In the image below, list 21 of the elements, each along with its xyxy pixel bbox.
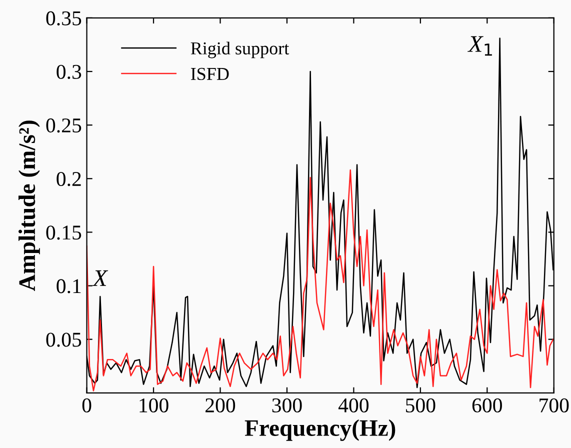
legend-label: Rigid support [190,42,290,58]
y-tick-label: 0.3 [56,64,82,80]
y-tick-label: 0.35 [46,11,82,26]
x-tick-label: 600 [472,398,502,412]
annotation: X$_{1}$ [468,36,492,56]
x-tick-label: 0 [82,398,92,412]
y-tick-label: 0.1 [56,279,81,294]
y-tick-label: 0.05 [46,332,82,347]
y-tick-label: 0.15 [46,226,82,240]
x-tick-label: 100 [140,398,168,412]
x-tick-label: 500 [406,398,436,412]
x-axis-title: Frequency(Hz) [244,419,396,441]
y-axis-title: Amplitude (m/s²) [18,120,40,292]
annotation: X [92,270,108,286]
y-tick-label: 0.25 [46,118,82,133]
x-tick-label: 200 [206,398,236,412]
y-tick-label: 0.2 [56,172,81,186]
legend-label: ISFD [190,68,229,80]
x-tick-label: 700 [540,398,569,412]
x-tick-label: 400 [338,398,369,412]
x-tick-label: 300 [272,398,302,412]
